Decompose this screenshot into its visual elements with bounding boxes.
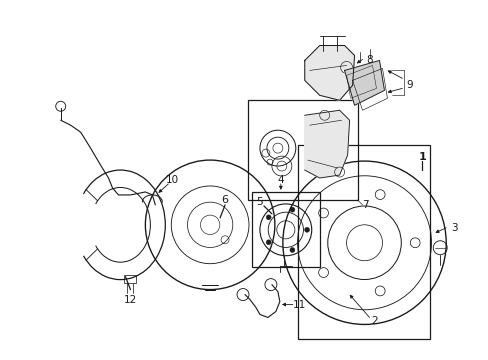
Text: 7: 7 bbox=[362, 200, 368, 210]
Bar bbox=[297, 145, 429, 339]
Text: 4: 4 bbox=[277, 175, 284, 185]
Circle shape bbox=[304, 227, 309, 232]
Polygon shape bbox=[304, 110, 349, 178]
Text: 12: 12 bbox=[123, 294, 137, 305]
Circle shape bbox=[265, 240, 270, 245]
Bar bbox=[251, 192, 319, 267]
Text: 8: 8 bbox=[366, 55, 372, 66]
Circle shape bbox=[289, 207, 294, 212]
Text: 1: 1 bbox=[418, 152, 426, 162]
Text: 3: 3 bbox=[450, 223, 457, 233]
Text: 10: 10 bbox=[165, 175, 179, 185]
Text: 2: 2 bbox=[370, 316, 377, 327]
Circle shape bbox=[289, 248, 294, 252]
Bar bbox=[247, 100, 357, 200]
Text: 6: 6 bbox=[221, 195, 228, 205]
Polygon shape bbox=[304, 45, 354, 100]
Text: 5: 5 bbox=[256, 197, 263, 207]
Polygon shape bbox=[344, 60, 384, 105]
Text: 11: 11 bbox=[293, 300, 306, 310]
Text: 9: 9 bbox=[405, 80, 412, 90]
Bar bbox=[124, 275, 136, 283]
Circle shape bbox=[265, 215, 270, 220]
